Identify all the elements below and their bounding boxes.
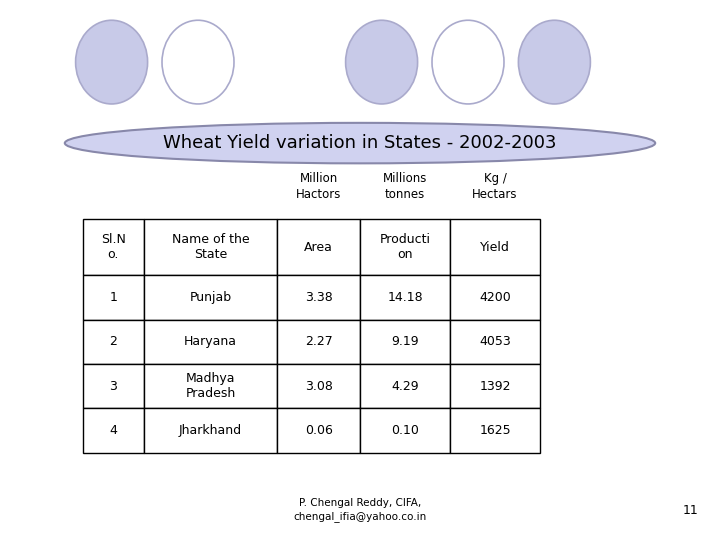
Ellipse shape [65,123,655,163]
Bar [277,408,360,453]
Text: Punjab: Punjab [189,291,232,304]
Text: 11: 11 [683,504,698,517]
Bar [277,320,360,364]
Bar [360,320,450,364]
Bar [144,408,277,453]
Bar [277,275,360,320]
Ellipse shape [76,20,148,104]
Bar [450,275,540,320]
Bar [360,275,450,320]
Bar [450,364,540,408]
Text: 3.38: 3.38 [305,291,333,304]
Bar [144,320,277,364]
Text: 3.08: 3.08 [305,380,333,393]
Text: Yield: Yield [480,240,510,254]
Text: 0.06: 0.06 [305,424,333,437]
Text: Area: Area [304,240,333,254]
Text: 1625: 1625 [480,424,510,437]
Text: 2.27: 2.27 [305,335,333,348]
Ellipse shape [162,20,234,104]
Bar [83,275,144,320]
Bar [83,320,144,364]
Text: Haryana: Haryana [184,335,237,348]
Text: Sl.N
o.: Sl.N o. [101,233,126,261]
Text: 2: 2 [109,335,117,348]
Text: 4: 4 [109,424,117,437]
Bar [144,364,277,408]
Text: 4.29: 4.29 [391,380,419,393]
Text: 4053: 4053 [479,335,511,348]
Text: 3: 3 [109,380,117,393]
Text: Millions
tonnes: Millions tonnes [383,172,427,201]
Bar [450,219,540,275]
Text: 9.19: 9.19 [391,335,419,348]
Bar [83,364,144,408]
Bar [83,219,144,275]
Text: 14.18: 14.18 [387,291,423,304]
Bar [360,408,450,453]
Bar [450,408,540,453]
Text: Kg /
Hectars: Kg / Hectars [472,172,518,201]
Text: 4200: 4200 [479,291,511,304]
Bar [277,219,360,275]
Text: 0.10: 0.10 [391,424,419,437]
Bar [360,364,450,408]
Bar [450,320,540,364]
Ellipse shape [346,20,418,104]
Text: Wheat Yield variation in States - 2002-2003: Wheat Yield variation in States - 2002-2… [163,134,557,152]
Text: Name of the
State: Name of the State [172,233,249,261]
Text: Producti
on: Producti on [379,233,431,261]
Ellipse shape [432,20,504,104]
Ellipse shape [518,20,590,104]
Text: Madhya
Pradesh: Madhya Pradesh [186,372,235,400]
Bar [277,364,360,408]
Text: 1392: 1392 [480,380,510,393]
Text: Million
Hactors: Million Hactors [296,172,341,201]
Bar [144,219,277,275]
Text: 1: 1 [109,291,117,304]
Bar [83,408,144,453]
Bar [144,275,277,320]
Text: Jharkhand: Jharkhand [179,424,242,437]
Text: P. Chengal Reddy, CIFA,
chengal_ifia@yahoo.co.in: P. Chengal Reddy, CIFA, chengal_ifia@yah… [293,498,427,522]
Bar [360,219,450,275]
